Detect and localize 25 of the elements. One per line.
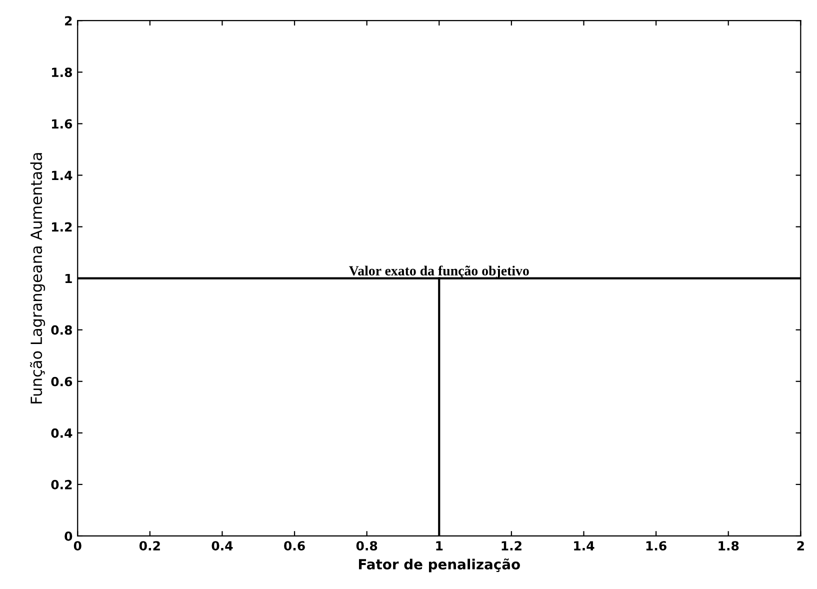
x-tick-label: 0.8 xyxy=(356,541,378,551)
x-tick-label: 0.2 xyxy=(139,541,160,551)
x-axis-title: Fator de penalização xyxy=(358,558,520,572)
x-tick-label: 1.6 xyxy=(646,541,666,551)
y-tick-label: 0.8 xyxy=(51,325,72,335)
x-tick-label: 0.4 xyxy=(212,541,233,551)
x-tick-label: 0 xyxy=(74,541,82,551)
y-tick-label: 0.4 xyxy=(51,428,72,438)
y-tick-label: 1.2 xyxy=(52,222,72,232)
x-tick-label: 1 xyxy=(436,541,443,550)
y-tick-label: 1.4 xyxy=(52,170,72,180)
y-tick-label: 1 xyxy=(65,274,72,284)
y-tick-label: 0.2 xyxy=(51,480,72,490)
x-tick-label: 2 xyxy=(797,541,804,550)
y-axis-title: Função Lagrangeana Aumentada xyxy=(30,153,46,404)
x-tick-label: 1.4 xyxy=(574,541,594,550)
x-tick-label: 1.2 xyxy=(502,541,522,550)
ref-line-label: Valor exato da função objetivo xyxy=(349,266,529,278)
y-tick-label: 2 xyxy=(65,16,72,26)
x-tick-label: 0.6 xyxy=(284,541,305,551)
y-tick-label: 1.6 xyxy=(52,119,72,129)
y-tick-label: 1.8 xyxy=(52,68,72,78)
y-tick-label: 0.6 xyxy=(51,376,72,386)
x-tick-label: 1.8 xyxy=(718,541,739,551)
y-tick-label: 0 xyxy=(64,531,72,541)
